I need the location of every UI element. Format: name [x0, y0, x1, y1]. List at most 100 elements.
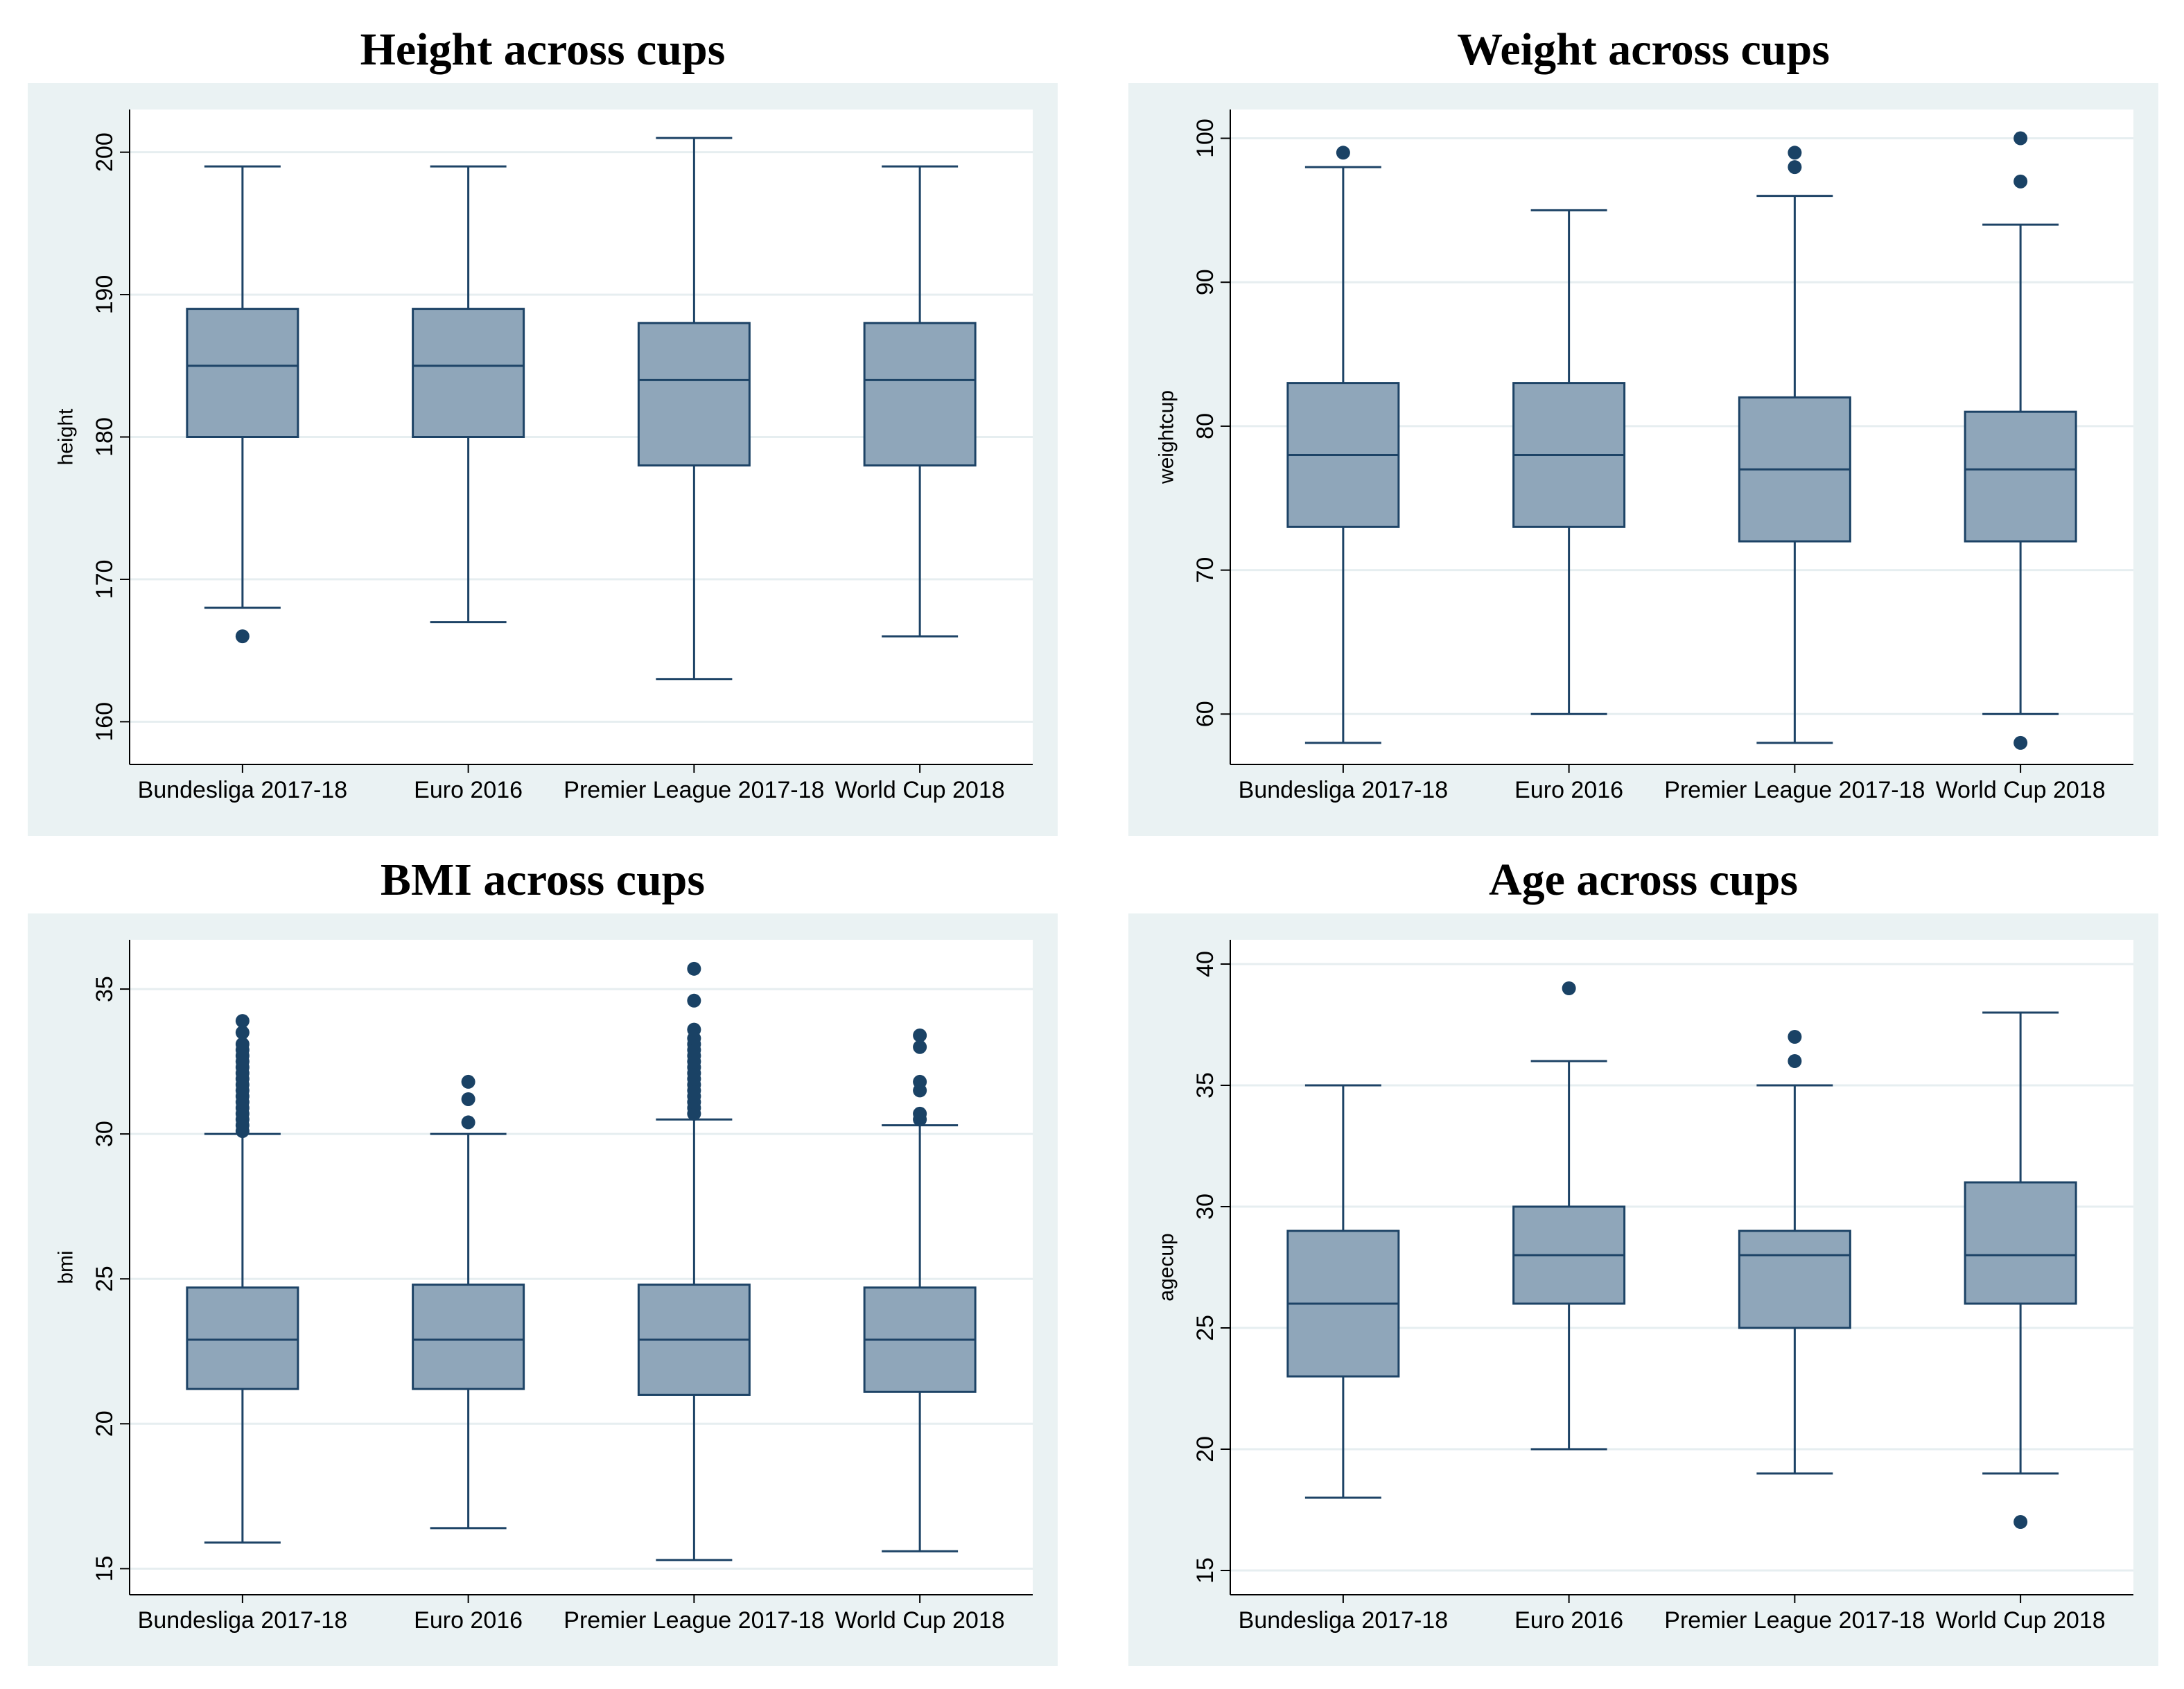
outlier-point: [1562, 981, 1576, 995]
plot-region: 15 20 25 30 35 40 agecup Bundesliga 2017-18 Euro…: [1128, 913, 2158, 1666]
outlier-point: [913, 1040, 927, 1054]
outlier-point: [2013, 131, 2028, 146]
x-tick-label: Bundesliga 2017-18: [138, 777, 347, 803]
box-plot: 15 20 25 30 35 40 agecup Bundesliga 2017-18 Euro…: [1155, 940, 2133, 1634]
x-tick-label: World Cup 2018: [835, 1607, 1005, 1634]
plot-region: 15 20 25 30 35 bmi Bundesliga 2017-18 Euro 2016…: [28, 913, 1058, 1666]
box-1: [1286, 1084, 1400, 1499]
box-4: [1964, 131, 2077, 750]
chart-panel: Age across cups 15 20 25 30 35 40 agecup Bundesl…: [1128, 830, 2158, 1666]
y-tick-label: 60: [1192, 701, 1218, 727]
y-tick-label: 20: [91, 1410, 118, 1437]
outlier-point: [687, 993, 701, 1008]
box-2: [412, 165, 525, 624]
box-plot: 60 70 80 90 100 weightcup Bundesliga 2017-18 Eu…: [1155, 110, 2133, 803]
y-tick-label: 15: [91, 1555, 118, 1582]
y-tick-label: 80: [1192, 413, 1218, 439]
outlier-point: [687, 1022, 701, 1037]
outlier-point: [1336, 146, 1350, 160]
x-tick-label: Euro 2016: [1514, 1607, 1623, 1634]
box-4: [863, 1028, 977, 1552]
y-tick-label: 30: [91, 1121, 118, 1147]
iqr-box: [637, 322, 751, 467]
box-plot: 160 170 180 190 200 height Bundesliga 2017-18 E…: [55, 110, 1033, 803]
chart-title: Weight across cups: [1457, 24, 1830, 75]
box-4: [1964, 1011, 2077, 1529]
x-tick-label: Premier League 2017-18: [1664, 777, 1925, 803]
iqr-box: [412, 1284, 525, 1390]
box-3: [637, 961, 751, 1561]
chart-title: Height across cups: [360, 24, 726, 75]
outlier-point: [1788, 1030, 1802, 1044]
x-tick-label: Euro 2016: [1514, 777, 1623, 803]
y-tick-label: 90: [1192, 269, 1218, 295]
box-2: [412, 1074, 525, 1530]
iqr-box: [1738, 1229, 1851, 1329]
x-tick-label: Premier League 2017-18: [1664, 1607, 1925, 1634]
outlier-point: [2013, 1515, 2028, 1529]
plot-region: 60 70 80 90 100 weightcup Bundesliga 2017-18 Eu…: [1128, 83, 2158, 836]
plot-region: 160 170 180 190 200 height Bundesliga 2017-18 E…: [28, 83, 1058, 836]
y-tick-label: 160: [91, 702, 118, 742]
outlier-point: [1788, 160, 1802, 175]
outlier-point: [913, 1106, 927, 1121]
box-2: [1512, 209, 1626, 715]
y-tick-label: 170: [91, 560, 118, 600]
y-tick-label: 70: [1192, 557, 1218, 584]
y-tick-label: 35: [91, 976, 118, 1002]
box-4: [863, 165, 977, 638]
y-tick-label: 100: [1192, 119, 1218, 158]
outlier-point: [687, 961, 701, 976]
outlier-point: [913, 1074, 927, 1089]
box-3: [1738, 1030, 1851, 1475]
x-tick-label: Bundesliga 2017-18: [138, 1607, 347, 1634]
outlier-point: [235, 1014, 250, 1029]
y-axis-label: bmi: [55, 1250, 78, 1284]
x-tick-label: World Cup 2018: [1936, 777, 2106, 803]
chart-title: Age across cups: [1488, 855, 1799, 905]
y-tick-label: 30: [1192, 1193, 1218, 1220]
box-3: [637, 137, 751, 681]
outlier-point: [235, 1025, 250, 1040]
x-tick-label: Premier League 2017-18: [564, 1607, 824, 1634]
y-tick-label: 20: [1192, 1436, 1218, 1462]
y-tick-label: 25: [1192, 1315, 1218, 1341]
box-1: [1286, 146, 1400, 744]
iqr-box: [1964, 1181, 2077, 1305]
outlier-point: [235, 1037, 250, 1051]
outlier-point: [2013, 174, 2028, 189]
iqr-box: [412, 308, 525, 439]
y-tick-label: 25: [91, 1266, 118, 1292]
iqr-box: [1964, 410, 2077, 543]
iqr-box: [863, 322, 977, 467]
chart-panel: BMI across cups 15 20 25 30 35 bmi Bundesliga 2…: [28, 830, 1058, 1666]
box-2: [1512, 981, 1626, 1451]
y-tick-label: 35: [1192, 1072, 1218, 1099]
box-1: [186, 1014, 299, 1544]
x-tick-label: Bundesliga 2017-18: [1239, 777, 1448, 803]
y-tick-label: 180: [91, 417, 118, 457]
x-tick-label: Bundesliga 2017-18: [1239, 1607, 1448, 1634]
outlier-point: [461, 1115, 475, 1130]
x-tick-label: Euro 2016: [414, 777, 523, 803]
outlier-point: [461, 1074, 475, 1089]
y-tick-label: 190: [91, 275, 118, 315]
plot-area: [130, 940, 1033, 1595]
y-tick-label: 200: [91, 132, 118, 172]
x-tick-label: World Cup 2018: [1936, 1607, 2106, 1634]
chart-panel: Weight across cups 60 70 80 90 100 weightcup Bu…: [1128, 0, 2158, 836]
iqr-box: [186, 1286, 299, 1390]
y-axis-label: weightcup: [1155, 390, 1178, 484]
x-tick-label: Euro 2016: [414, 1607, 523, 1634]
y-axis-label: agecup: [1155, 1233, 1178, 1301]
outlier-point: [1788, 1054, 1802, 1068]
chart-panel: Height across cups 160 170 180 190 200 height B…: [28, 0, 1058, 836]
box-1: [186, 165, 299, 644]
outlier-point: [461, 1092, 475, 1106]
iqr-box: [186, 308, 299, 439]
outlier-point: [1788, 146, 1802, 160]
chart-title: BMI across cups: [380, 855, 706, 905]
y-axis-label: height: [55, 408, 78, 465]
y-tick-label: 40: [1192, 951, 1218, 977]
